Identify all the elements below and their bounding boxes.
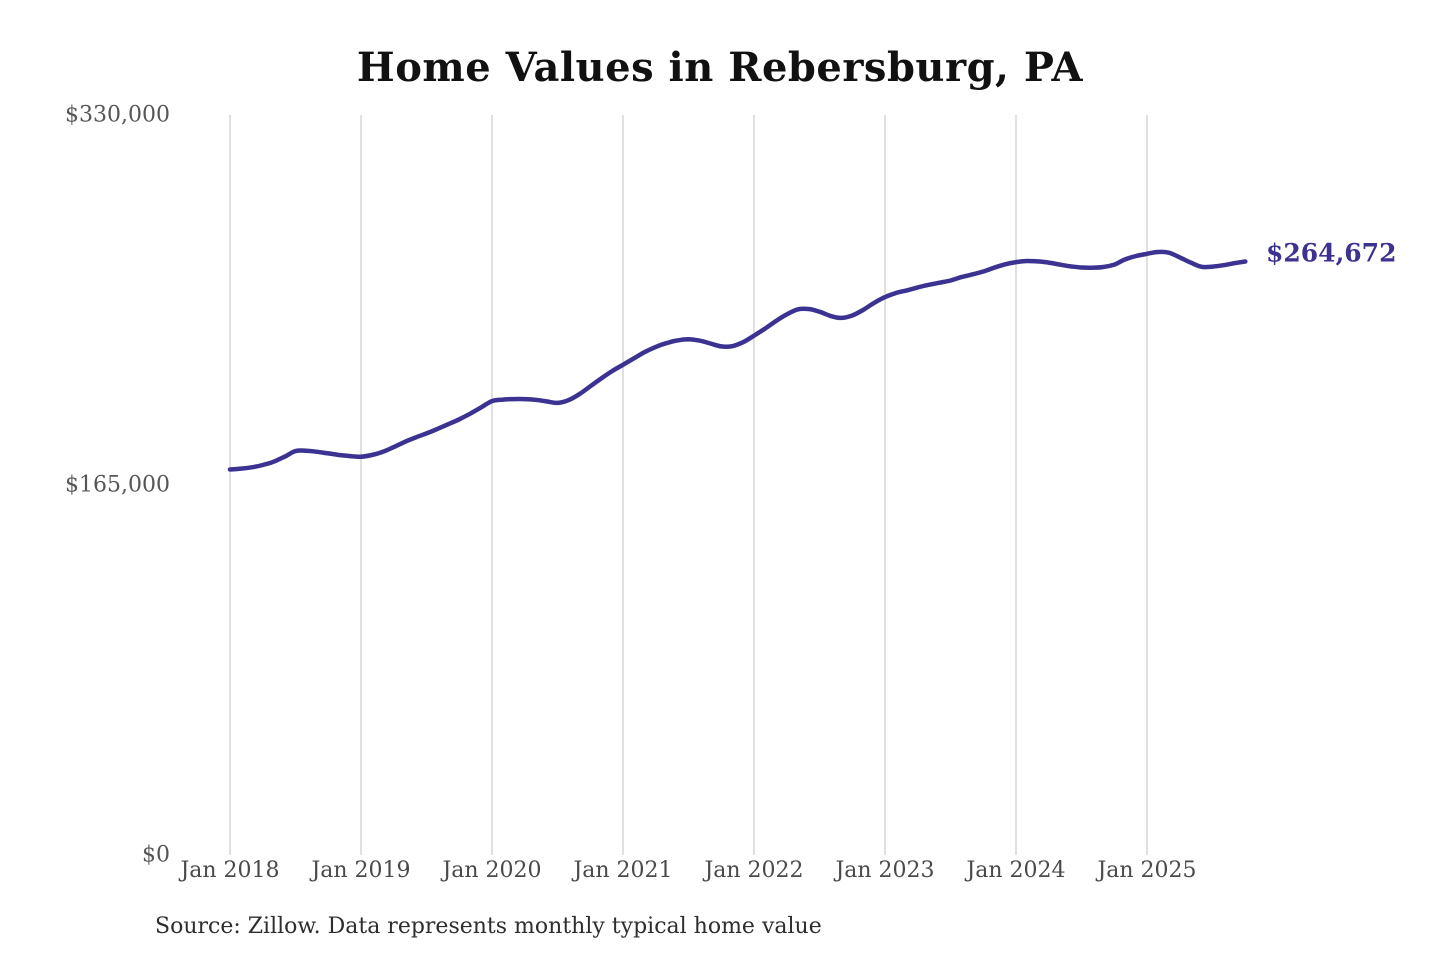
x-axis-tick-label: Jan 2022 (704, 858, 804, 883)
x-axis-tick-label: Jan 2023 (835, 858, 935, 883)
x-axis-tick-label: Jan 2018 (180, 858, 280, 883)
x-axis-tick-label: Jan 2024 (966, 858, 1066, 883)
x-axis-tick-label: Jan 2021 (573, 858, 673, 883)
y-axis-tick-label: $165,000 (65, 472, 170, 498)
y-axis-tick-label: $330,000 (65, 102, 170, 128)
current-value-label: $264,672 (1266, 238, 1397, 268)
x-axis-tick-label: Jan 2019 (311, 858, 411, 883)
source-note: Source: Zillow. Data represents monthly … (155, 914, 822, 939)
x-axis-tick-label: Jan 2025 (1097, 858, 1197, 883)
home-value-line (227, 249, 1248, 472)
chart-title: Home Values in Rebersburg, PA (356, 44, 1084, 91)
x-axis-tick-label: Jan 2020 (442, 858, 542, 883)
y-axis-tick-label: $0 (142, 842, 170, 868)
